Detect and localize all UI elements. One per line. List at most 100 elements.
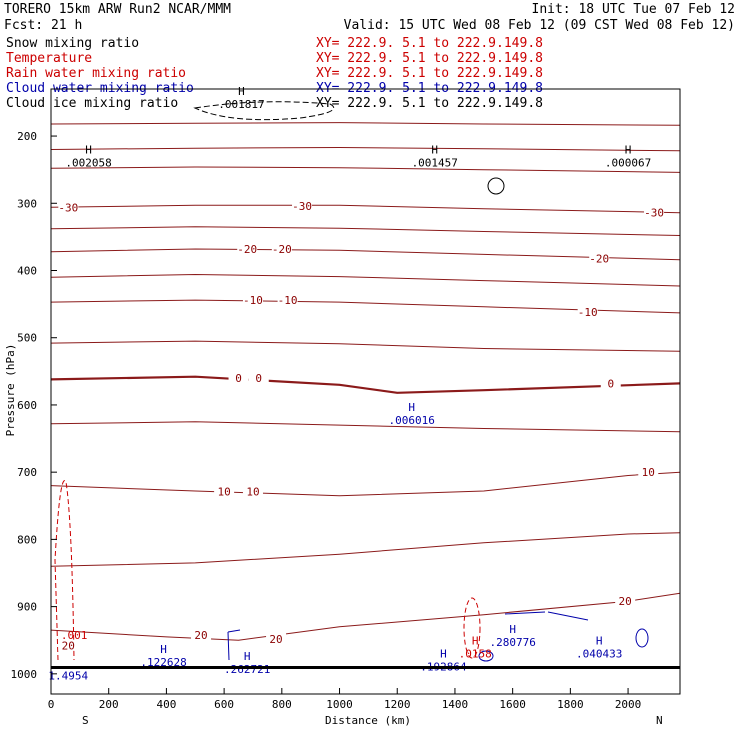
x-tick-label: 1200 — [384, 698, 411, 711]
contour-label: -30 — [644, 207, 664, 220]
cloud-water-contour-d — [504, 611, 589, 621]
contour-label: -30 — [292, 200, 312, 213]
extremum-value: .000067 — [605, 157, 651, 170]
y-axis: 200 300 400 500 600 700 800 900 1000 — [11, 130, 57, 681]
extremum-value: .0158 — [459, 647, 492, 660]
extremum-mark: H — [160, 643, 167, 656]
contour-label: -20 — [589, 252, 609, 265]
isotherm--10 — [50, 299, 681, 314]
isotherm-5 — [50, 421, 681, 433]
contour-label-bg — [191, 628, 212, 640]
contour-label: 10 — [642, 466, 655, 479]
contour-label: 10 — [217, 486, 230, 499]
endpoint-north: N — [656, 714, 663, 727]
legend-snow-name: Snow mixing ratio — [6, 36, 139, 51]
isotherm-15 — [50, 532, 681, 567]
extremum-value: .006016 — [388, 414, 434, 427]
extremum-value: .122628 — [140, 656, 186, 669]
y-tick-label: 900 — [17, 601, 37, 614]
y-tick-label: 600 — [17, 399, 37, 412]
contour-label-bg — [58, 639, 79, 651]
extremum-value: 1.4954 — [48, 669, 88, 682]
extremum-mark: H — [408, 401, 415, 414]
x-tick-label: 1400 — [442, 698, 469, 711]
contour-label-bg — [248, 372, 269, 384]
isotherm-0 — [50, 375, 681, 394]
x-tick-label: 1000 — [326, 698, 353, 711]
cloud-ice-contour — [193, 101, 335, 121]
x-tick-label: 600 — [214, 698, 234, 711]
contour-label: 20 — [269, 633, 282, 646]
extremum-value: .280776 — [489, 636, 535, 649]
legend: Snow mixing ratio XY= 222.9. 5.1 to 222.… — [6, 36, 543, 111]
contour-label-bg — [292, 199, 313, 211]
contour-label-bg — [58, 201, 79, 213]
contour-label-bg — [237, 242, 258, 254]
isotherm--30 — [50, 204, 681, 214]
y-tick-label: 200 — [17, 130, 37, 143]
extremum-value: .040433 — [576, 647, 622, 660]
rain-column-left — [54, 480, 75, 661]
extremum-mark: H — [472, 634, 479, 647]
contour-label: 0 — [255, 372, 262, 385]
extremum-mark: H — [509, 623, 516, 636]
contour-label-bg — [577, 306, 598, 318]
isotherm--20 — [50, 248, 681, 261]
isotherm-10 — [50, 471, 681, 497]
y-tick-label: 300 — [17, 197, 37, 210]
contour-label-bg — [600, 377, 621, 389]
contour-label-bg — [242, 485, 263, 497]
isotherm-20 — [50, 592, 681, 641]
isotherm--15 — [50, 273, 681, 287]
isotherm--25 — [50, 226, 681, 236]
extremum-value: .002058 — [65, 157, 111, 170]
contour-label-bg — [638, 466, 659, 478]
y-tick-label: 500 — [17, 332, 37, 345]
valid-time: Valid: 15 UTC Wed 08 Feb 12 (09 CST Wed … — [344, 18, 735, 33]
x-tick-label: 200 — [99, 698, 119, 711]
legend-cloudice-xy: XY= 222.9. 5.1 to 222.9.149.8 — [316, 96, 543, 111]
cloud-ice-cell — [487, 177, 505, 195]
contour-label-bg — [214, 485, 235, 497]
contour-label: 20 — [62, 640, 75, 653]
contour-label-bg — [266, 632, 287, 644]
contour-label-bg — [589, 252, 610, 264]
y-tick-label: 400 — [17, 265, 37, 278]
extremum-mark: H — [440, 648, 447, 661]
y-axis-label: Pressure (hPa) — [4, 344, 17, 437]
isotherm--50 — [50, 122, 681, 126]
contour-label-bg — [242, 294, 263, 306]
contour-label: 10 — [246, 486, 259, 499]
extremum-mark: H — [238, 85, 245, 98]
x-tick-label: 2000 — [615, 698, 642, 711]
contour-label: -20 — [272, 243, 292, 256]
y-tick-label: 700 — [17, 466, 37, 479]
contour-label: 0 — [235, 372, 242, 385]
cloud-water-cell-b — [635, 628, 649, 648]
rain-cell — [463, 597, 481, 659]
contour-label-bg — [644, 206, 665, 218]
extremum-mark: H — [625, 144, 632, 157]
legend-rain-xy: XY= 222.9. 5.1 to 222.9.149.8 — [316, 66, 543, 81]
x-axis: 0 200 400 600 800 1000 1200 1400 1600 1800 2000 — [48, 688, 642, 711]
legend-rain-name: Rain water mixing ratio — [6, 66, 186, 81]
isotherm--5 — [50, 340, 681, 352]
x-tick-label: 1800 — [557, 698, 584, 711]
extremum-mark: H — [431, 144, 438, 157]
y-tick-label: 1000 — [11, 668, 38, 681]
contour-label-bg — [615, 595, 636, 607]
extremum-value: .001457 — [412, 157, 458, 170]
plot-frame — [50, 88, 681, 695]
extremum-value: .262721 — [224, 663, 270, 676]
cloud-contours — [54, 101, 649, 662]
contour-label: -10 — [578, 306, 598, 319]
init-time: Init: 18 UTC Tue 07 Feb 12 — [532, 2, 736, 17]
cloud-water-contour-c — [227, 629, 241, 661]
temperature-isotherms — [50, 122, 681, 641]
isotherm--45 — [50, 146, 681, 152]
legend-cloudice-name: Cloud ice mixing ratio — [6, 96, 178, 111]
contour-label: 20 — [619, 595, 632, 608]
x-axis-label: Distance (km) — [325, 714, 411, 727]
